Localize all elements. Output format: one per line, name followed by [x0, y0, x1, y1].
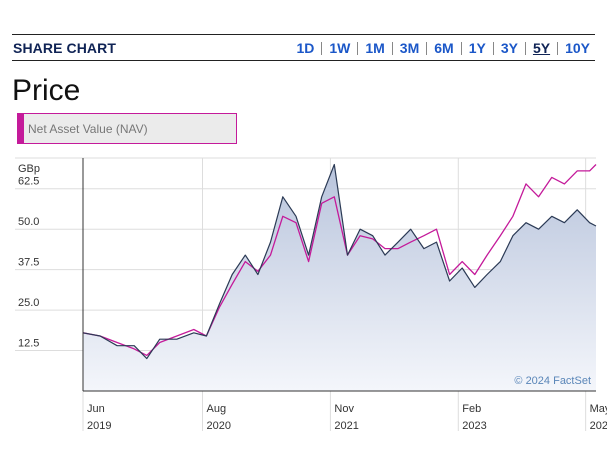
range-tab-3m[interactable]: 3M — [399, 40, 420, 56]
range-tab-1m[interactable]: 1M — [365, 40, 385, 56]
range-tab-1y[interactable]: 1Y — [468, 40, 486, 56]
tab-separator — [391, 41, 393, 55]
legend-color-swatch — [18, 114, 24, 143]
tab-separator — [357, 41, 359, 55]
top-rule — [12, 34, 595, 35]
range-tab-1w[interactable]: 1W — [329, 40, 351, 56]
range-tabs: 1D 1W 1M 3M 6M 1Y 3Y 5Y 10Y — [289, 39, 597, 57]
x-tick-month: Aug — [207, 403, 227, 415]
x-tick-month: Feb — [462, 403, 481, 415]
legend-label: Net Asset Value (NAV) — [28, 122, 148, 136]
range-tab-1d[interactable]: 1D — [296, 40, 315, 56]
share-chart-title: SHARE CHART — [13, 40, 116, 56]
nav-series-line — [82, 164, 597, 357]
x-tick-year: 2020 — [207, 420, 231, 432]
range-tab-10y[interactable]: 10Y — [565, 40, 590, 56]
price-area — [83, 164, 596, 391]
y-tick-label: 50.0 — [18, 216, 39, 228]
range-tab-6m[interactable]: 6M — [434, 40, 454, 56]
header-rule — [12, 60, 595, 61]
x-tick-year: 2023 — [462, 420, 486, 432]
price-area-fill — [83, 164, 596, 391]
tab-separator — [321, 41, 323, 55]
y-axis-unit-label: GBp — [18, 163, 40, 175]
x-tick-month: Jun — [87, 403, 105, 415]
y-tick-label: 12.5 — [18, 338, 39, 350]
y-tick-label: 37.5 — [18, 257, 39, 269]
x-tick-year: 2024 — [590, 420, 607, 432]
chart-credit: © 2024 FactSet — [514, 375, 591, 387]
tab-separator — [426, 41, 428, 55]
y-tick-label: 25.0 — [18, 297, 39, 309]
tab-separator — [524, 41, 526, 55]
page-title: Price — [12, 74, 81, 107]
x-tick-month: May — [590, 403, 607, 415]
tab-separator — [460, 41, 462, 55]
y-tick-label: 62.5 — [18, 176, 39, 188]
series-lines — [82, 163, 597, 360]
x-tick-year: 2021 — [334, 420, 358, 432]
tab-separator — [492, 41, 494, 55]
x-tick-year: 2019 — [87, 420, 111, 432]
price-series-line — [82, 163, 597, 360]
tab-separator — [557, 41, 559, 55]
legend-nav-toggle[interactable]: Net Asset Value (NAV) — [17, 113, 237, 144]
range-tab-5y[interactable]: 5Y — [532, 40, 551, 56]
x-tick-month: Nov — [334, 403, 354, 415]
range-tab-3y[interactable]: 3Y — [500, 40, 518, 56]
